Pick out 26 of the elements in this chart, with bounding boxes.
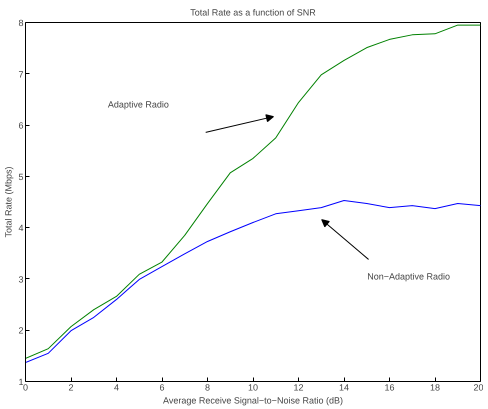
x-tick-label: 6: [159, 382, 165, 392]
line-series: [26, 24, 480, 359]
annotation: Non−Adaptive Radio: [367, 272, 450, 282]
y-tick-label: 2: [18, 326, 24, 336]
line-series: [26, 200, 480, 364]
x-tick-label: 8: [204, 382, 210, 392]
x-tick-label: 2: [68, 382, 74, 392]
y-tick-label: 4: [18, 223, 24, 234]
y-tick-label: 6: [18, 120, 24, 131]
y-axis-title: Total Rate (Mbps): [3, 166, 14, 238]
y-tick-label: 8: [18, 18, 24, 28]
y-tick-label: 1: [18, 377, 24, 387]
x-tick-label: 4: [114, 382, 120, 392]
y-tick-label: 7: [18, 69, 24, 80]
x-tick-label: 12: [293, 382, 304, 392]
y-tick-label: 5: [18, 172, 24, 182]
y-tick-label: 3: [18, 274, 24, 284]
chart-title: Total Rate as a function of SNR: [190, 8, 316, 18]
x-tick-label: 0: [22, 382, 28, 392]
x-tick-label: 20: [473, 382, 484, 392]
x-tick-label: 18: [430, 382, 440, 392]
x-tick-label: 10: [248, 382, 258, 392]
x-axis-title: Average Receive Signal−to−Noise Ratio (dB): [163, 396, 343, 406]
x-tick-label: 14: [338, 382, 350, 392]
x-tick-label: 16: [384, 382, 395, 392]
annotation: Adaptive Radio: [108, 99, 169, 110]
